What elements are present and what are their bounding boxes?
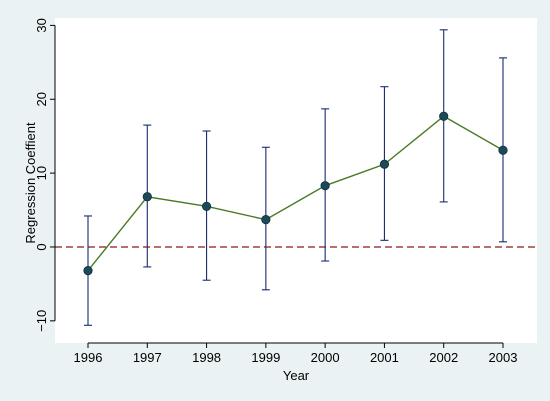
- y-tick-label-30: 30: [34, 18, 49, 32]
- data-point-1999: [261, 215, 271, 225]
- y-tick-label-0: 0: [34, 243, 49, 250]
- x-tick-label-2003: 2003: [489, 350, 518, 365]
- data-point-2001: [379, 159, 390, 169]
- y-tick-label-10: 10: [34, 166, 49, 180]
- x-tick-label-1997: 1997: [133, 350, 162, 365]
- x-tick-label-1996: 1996: [74, 350, 103, 365]
- data-point-2000: [320, 181, 330, 191]
- data-point-2003: [498, 145, 508, 155]
- y-axis-title: Regression Coeffient: [23, 122, 38, 244]
- data-point-1998: [201, 201, 212, 211]
- data-point-2002: [439, 111, 449, 121]
- coefficient-line: [87, 115, 504, 272]
- x-axis-title: Year: [283, 368, 310, 383]
- y-tick-label--10: −10: [34, 310, 49, 332]
- x-tick-label-1999: 1999: [251, 350, 280, 365]
- plot-area: [55, 18, 537, 343]
- x-tick-label-1998: 1998: [192, 350, 221, 365]
- y-tick-label-20: 20: [34, 92, 49, 106]
- x-tick-label-2000: 2000: [311, 350, 340, 365]
- x-tick-label-2001: 2001: [370, 350, 399, 365]
- data-point-1996: [83, 266, 93, 276]
- x-tick-label-2002: 2002: [429, 350, 458, 365]
- data-point-1997: [142, 192, 152, 202]
